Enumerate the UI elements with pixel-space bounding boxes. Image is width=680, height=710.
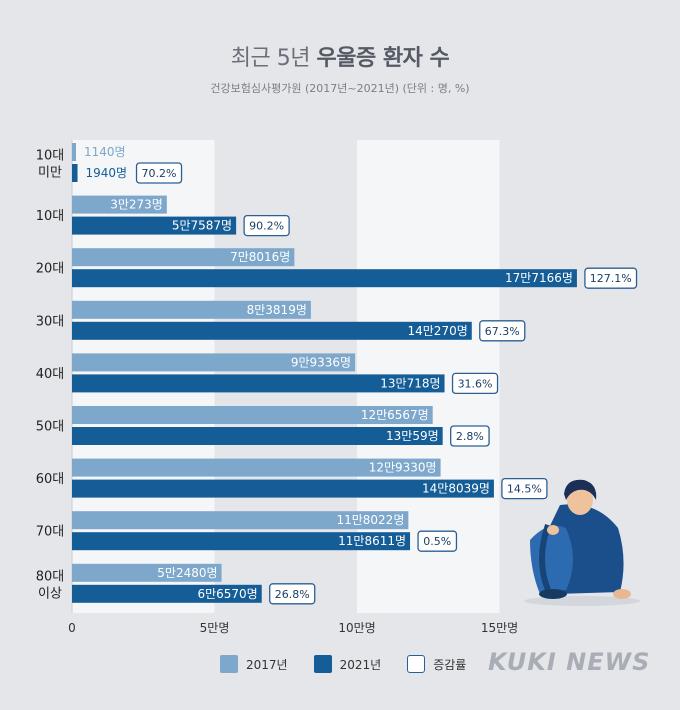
data-label-2021: 5만7587명 xyxy=(172,219,232,233)
legend-2017: 2017년 xyxy=(220,655,288,673)
data-label-2021: 13만718명 xyxy=(380,376,440,390)
bar-2017 xyxy=(72,458,441,477)
rate-box xyxy=(501,477,548,500)
legend-swatch-2017 xyxy=(220,655,238,673)
hair-shape xyxy=(564,479,597,500)
bar-2017 xyxy=(72,300,311,319)
rate-box xyxy=(269,583,316,605)
foot-shape xyxy=(613,589,631,599)
legend: 2017년 2021년 증감률 xyxy=(220,655,492,673)
legend-label-2021: 2021년 xyxy=(339,657,382,672)
bar-2021 xyxy=(72,427,443,445)
x-tick-label: 10만명 xyxy=(338,621,375,635)
bar-2017 xyxy=(72,248,295,267)
x-tick-label: 5만명 xyxy=(200,621,230,635)
category-label: 20대 xyxy=(36,262,65,277)
rate-box xyxy=(450,425,490,447)
rate-label: 14.5% xyxy=(507,483,542,496)
rate-label: 67.3% xyxy=(485,325,520,338)
bar-2017 xyxy=(72,563,222,582)
category-label: 60대 xyxy=(36,472,65,487)
data-label-2017: 3만273명 xyxy=(110,198,163,212)
rate-box xyxy=(135,162,183,184)
rate-label: 127.1% xyxy=(590,272,632,285)
data-label-2021: 6만6570명 xyxy=(197,587,257,601)
data-label-2021: 1940명 xyxy=(86,166,128,180)
data-label-2017: 9만9336명 xyxy=(291,355,351,369)
data-label-2017: 11만8022명 xyxy=(336,513,404,527)
rate-box xyxy=(417,530,458,552)
brand-logo: KUKI NEWS xyxy=(488,648,651,676)
category-label: 10대 xyxy=(36,149,65,164)
chart-title: 최근 5년 우울증 환자 수 xyxy=(0,40,680,72)
rate-label: 26.8% xyxy=(275,588,310,601)
rate-box xyxy=(479,320,526,342)
bar-2017 xyxy=(72,406,433,424)
chart-subtitle: 건강보험심사평가원 (2017년~2021년) (단위 : 명, %) xyxy=(210,82,470,95)
bar-2021 xyxy=(72,584,262,603)
x-tick-label: 15만명 xyxy=(481,621,518,635)
bar-2017 xyxy=(72,511,409,530)
data-label-2017: 12만9330명 xyxy=(369,461,437,475)
data-label-2017: 7만8016명 xyxy=(230,250,290,264)
bar-2021 xyxy=(72,532,411,551)
data-label-2021: 13만59명 xyxy=(386,429,439,443)
rate-box xyxy=(243,214,290,237)
legend-swatch-2021 xyxy=(313,655,332,673)
legend-swatch-rate xyxy=(407,655,426,673)
legend-rate: 증감률 xyxy=(407,655,466,673)
bar-2021 xyxy=(72,321,472,340)
category-label: 70대 xyxy=(36,525,65,540)
bar-2021 xyxy=(72,216,237,235)
category-label: 30대 xyxy=(36,314,65,329)
data-label-2021: 14만8039명 xyxy=(422,482,490,496)
category-label: 미만 xyxy=(38,166,62,181)
legend-2021: 2021년 xyxy=(313,655,382,673)
category-label: 80대 xyxy=(36,569,65,584)
shoe-shape xyxy=(539,589,567,599)
rate-box xyxy=(451,372,499,395)
bar-2021 xyxy=(72,269,577,288)
title-part1: 최근 5년 xyxy=(230,46,311,71)
rate-label: 31.6% xyxy=(458,377,493,390)
bar-2017 xyxy=(72,143,76,161)
face-shape xyxy=(567,485,593,515)
bar-2021 xyxy=(72,374,445,393)
rate-box xyxy=(584,267,638,289)
category-label: 40대 xyxy=(36,367,65,382)
category-label: 이상 xyxy=(38,586,62,601)
rate-label: 70.2% xyxy=(142,167,177,180)
data-label-2021: 17만7166명 xyxy=(505,271,573,285)
title-part2: 우울증 환자 수 xyxy=(316,46,450,71)
data-label-2017: 12만6567명 xyxy=(361,408,429,422)
data-label-2017: 8만3819명 xyxy=(247,303,307,317)
legs-shape xyxy=(530,525,573,594)
bar-2017 xyxy=(72,353,356,372)
rate-label: 90.2% xyxy=(249,220,284,233)
data-label-2017: 1140명 xyxy=(84,145,126,159)
x-tick-label: 0 xyxy=(68,621,76,635)
legend-label-rate: 증감률 xyxy=(433,657,467,672)
hand-shape xyxy=(547,525,559,535)
arm-shape xyxy=(539,524,551,592)
bar-2017 xyxy=(72,195,167,214)
bar-2021 xyxy=(72,164,78,182)
rate-label: 0.5% xyxy=(423,535,451,548)
data-label-2017: 5만2480명 xyxy=(157,566,217,580)
legend-label-2017: 2017년 xyxy=(246,657,288,672)
sad-person-illustration xyxy=(524,479,640,606)
category-label: 10대 xyxy=(36,209,65,224)
data-label-2021: 14만270명 xyxy=(408,324,468,338)
rate-label: 2.8% xyxy=(456,430,484,443)
data-label-2021: 11만8611명 xyxy=(338,534,406,548)
category-label: 50대 xyxy=(36,420,65,435)
bar-2021 xyxy=(72,479,494,498)
